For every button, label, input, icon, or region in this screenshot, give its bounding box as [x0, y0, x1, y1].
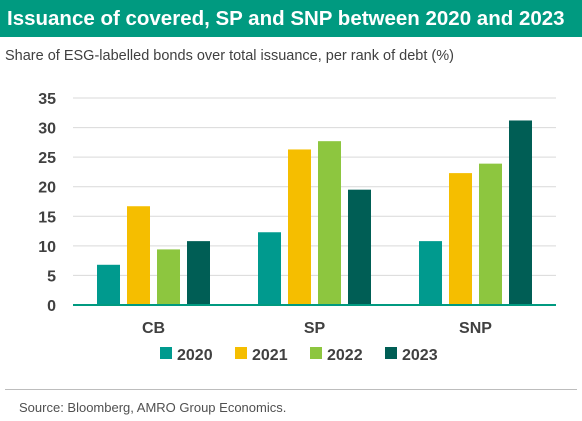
- bar-sp-2021: [288, 149, 311, 305]
- y-tick-label: 30: [38, 121, 56, 138]
- bar-cb-2021: [127, 206, 150, 305]
- y-tick-label: 20: [38, 180, 56, 197]
- bar-cb-2023: [187, 241, 210, 305]
- y-tick-label: 10: [38, 239, 56, 256]
- chart-subtitle: Share of ESG-labelled bonds over total i…: [5, 48, 454, 64]
- bar-cb-2020: [97, 264, 120, 305]
- bars: [97, 120, 532, 305]
- legend-label-2023: 2023: [402, 347, 438, 364]
- y-tick-label: 25: [38, 150, 56, 167]
- chart-title: Issuance of covered, SP and SNP between …: [7, 7, 565, 30]
- legend-label-2020: 2020: [177, 347, 213, 364]
- y-tick-label: 5: [47, 268, 56, 285]
- legend-swatch-2020: [160, 347, 172, 359]
- legend-swatch-2023: [385, 347, 397, 359]
- bar-snp-2022: [479, 163, 502, 305]
- legend-swatch-2021: [235, 347, 247, 359]
- divider: [5, 389, 577, 390]
- x-axis-category-labels: CB SP SNP: [142, 320, 492, 337]
- y-tick-label: 15: [38, 209, 56, 226]
- x-category-label: SP: [304, 320, 326, 337]
- bar-snp-2023: [509, 120, 532, 305]
- bar-snp-2021: [449, 173, 472, 305]
- y-tick-label: 0: [47, 298, 56, 315]
- source-note: Source: Bloomberg, AMRO Group Economics.: [19, 400, 287, 415]
- legend-swatch-2022: [310, 347, 322, 359]
- legend-label-2022: 2022: [327, 347, 363, 364]
- bar-sp-2022: [318, 141, 341, 305]
- x-category-label: SNP: [459, 320, 492, 337]
- gridlines: [73, 97, 556, 276]
- bar-chart: 0 5 10 15 20 25 30 35 CB SP SNP 2020 2021 2022 2023: [38, 91, 556, 364]
- bar-sp-2023: [348, 189, 371, 305]
- legend-label-2021: 2021: [252, 347, 288, 364]
- bar-snp-2020: [419, 241, 442, 305]
- y-axis-tick-labels: 0 5 10 15 20 25 30 35: [38, 91, 56, 315]
- y-tick-label: 35: [38, 91, 56, 108]
- title-bar: Issuance of covered, SP and SNP between …: [0, 0, 582, 37]
- legend: 2020 2021 2022 2023: [160, 347, 438, 364]
- bar-cb-2022: [157, 249, 180, 305]
- bar-sp-2020: [258, 232, 281, 305]
- x-category-label: CB: [142, 320, 165, 337]
